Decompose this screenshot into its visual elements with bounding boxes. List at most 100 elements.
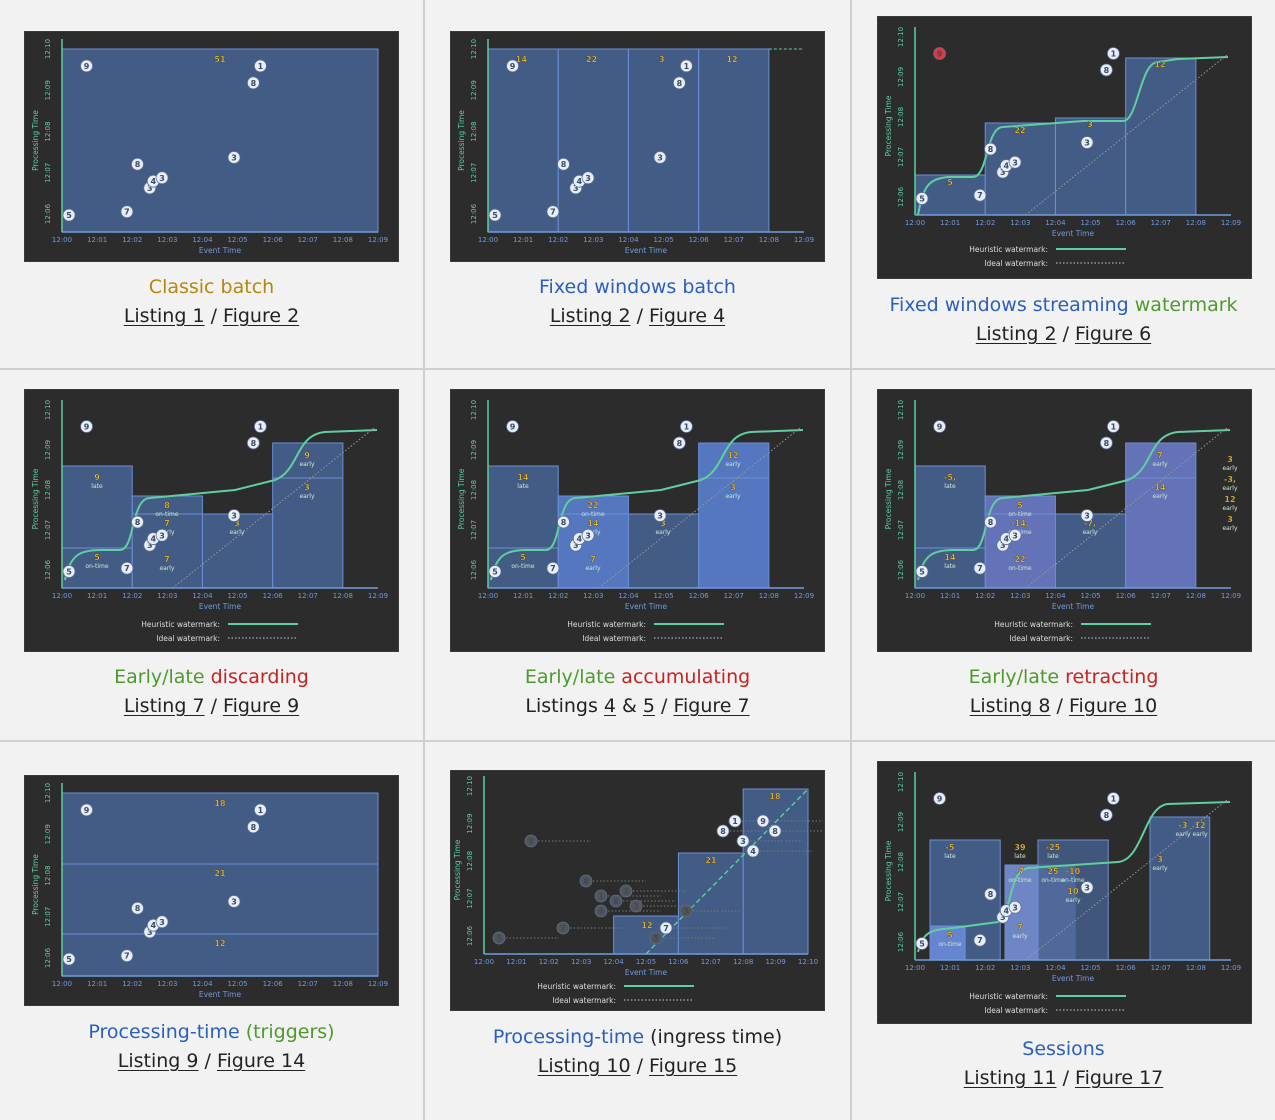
caption-separator: / [630, 305, 650, 327]
data-point [679, 59, 693, 73]
data-point [716, 824, 730, 838]
window-sum-status: on-time [1041, 877, 1065, 884]
listing-link[interactable]: Listing 2 [975, 323, 1057, 345]
caption-separator: / [630, 1055, 650, 1077]
y-tick-label: 12:06 [897, 186, 905, 207]
ideal-watermark [172, 427, 375, 589]
x-tick-label: 12:05 [227, 592, 247, 600]
x-axis-title: Event Time [625, 246, 668, 255]
data-point [659, 921, 673, 935]
window-sum-status: early [299, 461, 315, 468]
data-point [649, 931, 663, 945]
data-point [246, 436, 260, 450]
data-point-label: 3 [657, 153, 663, 162]
listing-link[interactable]: Listing 2 [549, 305, 631, 327]
window-sum-status: late [944, 853, 956, 860]
legend-ideal-label: Ideal watermark: [984, 259, 1048, 268]
heuristic-watermark [64, 429, 378, 581]
caption-processing-time-triggers: Processing-time (triggers) Listing 9 / Fi… [0, 1018, 423, 1076]
x-tick-label: 12:04 [192, 236, 213, 244]
figure-link[interactable]: Figure 7 [673, 695, 750, 717]
x-tick-label: 12:02 [548, 592, 568, 600]
window-sum: 14 [587, 519, 599, 528]
heuristic-watermark [917, 56, 1229, 216]
data-point-label: 8 [135, 518, 141, 527]
figure-link[interactable]: Figure 10 [1068, 695, 1158, 717]
x-tick-label: 12:02 [975, 592, 995, 600]
data-point-label: 9 [84, 806, 90, 815]
caption-links: Listing 2 / Figure 6 [852, 320, 1275, 349]
listing-link[interactable]: 4 [603, 695, 616, 717]
listing-link[interactable]: Listing 9 [117, 1050, 199, 1072]
x-tick-label: 12:09 [1221, 964, 1241, 972]
figure-link[interactable]: Figure 15 [649, 1055, 738, 1077]
legend-heuristic-label: Heuristic watermark: [994, 620, 1073, 629]
caption-links: Listing 7 / Figure 9 [0, 692, 423, 721]
data-point-label: 4 [750, 847, 756, 856]
data-point-label: 1 [1111, 422, 1117, 431]
data-point [246, 820, 260, 834]
caption-separator: / [204, 695, 224, 717]
window-sum: 3 [1087, 120, 1093, 129]
window-sum-status: early [1065, 897, 1081, 904]
window-sum: 14 [1154, 483, 1166, 492]
figure-link[interactable]: Figure 2 [223, 305, 300, 327]
data-point-label: 3 [147, 184, 153, 193]
x-tick-label: 12:00 [474, 958, 494, 966]
data-point-label: 3 [147, 928, 153, 937]
window-sum: 18 [769, 792, 781, 801]
data-point-label: 1 [598, 892, 604, 901]
fixed-window [984, 122, 1056, 216]
row-divider [0, 368, 1275, 370]
window-sum: 7 [164, 519, 170, 528]
y-tick-label: 12:10 [897, 400, 905, 420]
figure-link[interactable]: Figure 4 [649, 305, 726, 327]
chart-processing-time-ingress: 12:00 12:01 12:02 12:03 12:04 12:05 12:06 12:07… [450, 770, 825, 1011]
legend-ideal-label: Ideal watermark: [1009, 634, 1073, 643]
data-point [915, 565, 929, 578]
window-sum: 3 [1227, 455, 1233, 464]
window-sum: -3 [1179, 821, 1188, 830]
data-point-label: 4 [576, 535, 582, 544]
window-sum: -25 [1046, 843, 1061, 852]
data-point-label: 1 [258, 62, 264, 71]
listing-link[interactable]: Listing 10 [537, 1055, 631, 1077]
listing-link[interactable]: Listing 1 [123, 305, 205, 327]
caption-title: Early/late retracting [852, 663, 1275, 692]
window-sum: 22 [587, 501, 598, 510]
y-tick-label: 12:06 [897, 559, 905, 580]
figure-link[interactable]: Figure 14 [216, 1050, 306, 1072]
listing-link[interactable]: Listing 7 [123, 695, 205, 717]
figure-link[interactable]: Figure 6 [1075, 323, 1152, 345]
y-tick-label: 12:10 [470, 39, 478, 59]
caption-title-part: Sessions [1022, 1038, 1105, 1060]
data-point [1099, 808, 1113, 822]
caption-title: Early/late discarding [0, 663, 423, 692]
window-pane [201, 513, 274, 589]
data-point [246, 76, 260, 90]
x-tick-label: 12:09 [368, 592, 388, 600]
figure-link[interactable]: Figure 9 [223, 695, 300, 717]
figure-link[interactable]: Figure 17 [1075, 1067, 1164, 1089]
listing-link[interactable]: Listing 11 [963, 1067, 1057, 1089]
data-point [488, 565, 502, 578]
data-point [492, 931, 506, 945]
window-sum-status: early [725, 493, 741, 500]
y-axis-title: Processing Time [884, 95, 893, 156]
data-point [546, 561, 560, 575]
data-point-label: 3 [585, 531, 591, 540]
caption-title: Processing-time (ingress time) [425, 1023, 850, 1052]
y-axis-title: Processing Time [884, 840, 893, 901]
data-point [679, 904, 693, 918]
listing-link[interactable]: Listing 8 [969, 695, 1051, 717]
x-tick-label: 12:01 [940, 219, 960, 227]
data-point [984, 887, 997, 901]
x-tick-label: 12:04 [618, 236, 639, 244]
x-tick-label: 12:07 [701, 958, 721, 966]
listing-link[interactable]: 5 [642, 695, 655, 717]
data-point-label: 3 [1012, 531, 1018, 540]
data-point-label: 3 [231, 511, 237, 520]
column-divider [850, 0, 852, 1120]
x-tick-label: 12:04 [1045, 964, 1066, 972]
session-window [1149, 816, 1211, 961]
